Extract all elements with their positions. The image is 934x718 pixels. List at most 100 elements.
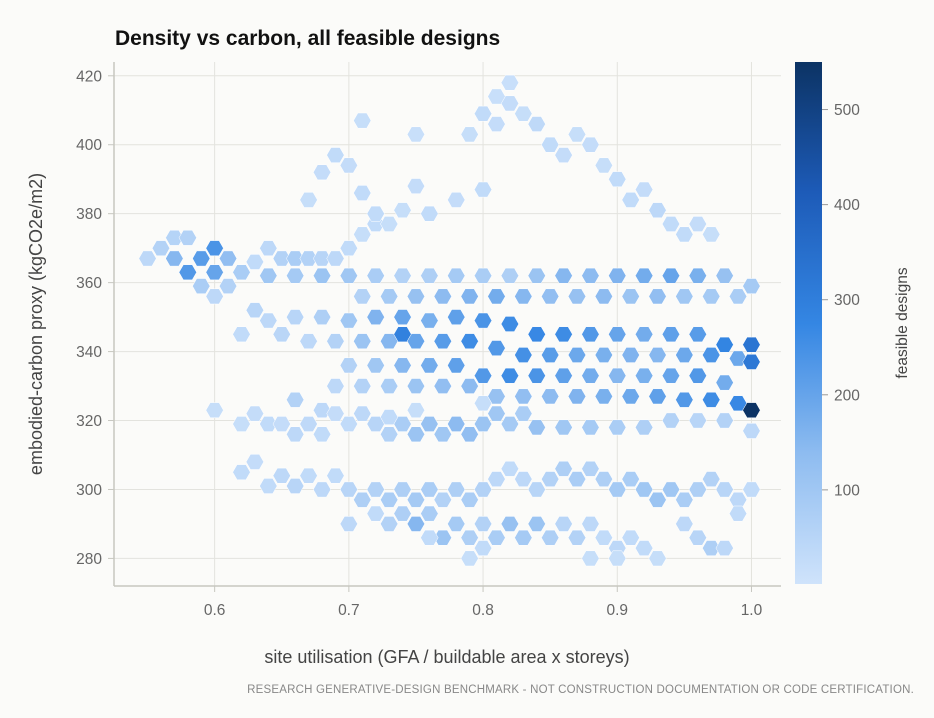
hexbin-cell [567,529,587,546]
hexbin-cell [339,516,358,532]
hexbin-cell [648,347,667,363]
hexbin-cell [232,416,251,432]
hexbin-cell [460,126,479,143]
hexbin-cell [487,116,506,132]
hexbin-cell [151,240,170,257]
hexbin-cell [688,529,707,546]
hexbin-cell [393,326,412,343]
hexbin-cell [460,529,479,546]
y-tick-label: 400 [76,137,102,154]
hexbin-cell [474,540,493,556]
hexbin-cell [608,481,627,498]
hexbin-cell [380,378,399,394]
hexbin-cell [554,267,573,284]
hexbin-cell [420,267,439,284]
hexbin-cell [245,405,264,422]
hexbin-cell [554,326,573,343]
hexbin-cell [353,288,372,305]
hexbin-cell [608,171,627,188]
hexbin-cell [675,288,694,305]
hexbin-cell [621,388,640,405]
hexbin-cell [661,267,680,284]
hexbin-cell [729,350,748,367]
hexbin-cell [205,402,224,419]
hexbin-cell [286,478,305,494]
hexbin-cell [567,347,587,363]
hexbin-cell [272,467,291,484]
hexbin-cell [635,181,654,198]
hexbin-cell [406,178,425,194]
hexbin-cell [554,147,573,163]
hexbin-cell [366,357,385,374]
hexbin-cell [447,309,466,325]
hexbin-cell [380,491,399,508]
hexbin-cell [514,288,533,305]
hexbin-cell [447,267,466,284]
hexbin-cell [621,347,640,363]
hexbin-cell [420,416,439,432]
hexbin-cell [433,288,452,305]
hexbin-cell [205,264,224,281]
hexbin-cell [514,105,533,122]
hexbin-cell [621,529,640,546]
x-axis-label: site utilisation (GFA / buildable area x… [264,647,629,667]
hexbin-cell [527,419,546,436]
hexbin-cell [621,471,640,487]
hexbin-cell [232,326,251,343]
hexbin-cell [259,416,278,432]
hexbin-cell [635,481,654,498]
hexbin-cell [474,312,493,329]
hexbin-cell [581,136,600,153]
x-tick-label: 1.0 [741,602,763,619]
colorbar-tick-label: 400 [834,197,860,214]
hexbin-cell [487,88,506,105]
hexbin-cell [420,205,439,222]
hexbin-cell [286,391,305,408]
hexbin-cell [299,467,318,484]
hexbin-cell [661,367,680,384]
hexbin-cell [447,192,466,208]
hexbin-cell [621,192,640,208]
hexbin-cell [380,288,399,305]
hexbin-cell [702,391,721,408]
hexbin-cell [729,505,748,522]
hexbin-cell [259,267,278,284]
hexbin-cell [393,505,412,522]
hexbin-cell [219,278,238,294]
x-axis-ticks: 0.6 0.7 0.8 0.9 1.0 [204,586,763,619]
hexbin-cell [326,467,345,484]
hexbin-cell [259,478,278,494]
hexbin-cell [474,267,493,284]
hexbin-cell [245,454,264,470]
hexbin-cell [178,229,197,246]
hexbin-cell [366,416,385,432]
hexbin-cell [729,395,748,412]
hexbin-cell [702,471,721,487]
hexbin-cell [245,302,264,319]
hexbin-cell [138,250,157,267]
hexbin-cell [326,333,345,350]
hexbin-cell [541,529,560,546]
hexbin-cell [742,481,761,498]
hexbin-cell [500,267,519,284]
hexbin-cell [608,367,627,384]
hexbin-cell [380,516,399,532]
colorbar-tick-label: 100 [834,482,860,499]
x-tick-label: 0.9 [606,602,628,619]
hexbin-cell [205,240,224,257]
hexbin-cell [500,367,519,384]
hexbin-cell [500,416,519,432]
hexbin-cell [688,267,707,284]
hexbin-cell [594,347,613,363]
hexbin-cell [393,357,412,374]
hexbin-cell [635,326,654,343]
hexbin-cell [272,250,291,267]
hexbin-cell [313,309,332,325]
hexbin-cell [500,460,519,477]
hexbin-cell [406,491,425,508]
hexbin-cell [299,250,318,267]
hexbin-cell [353,112,372,129]
hexbin-cell [527,116,546,132]
hexbin-cell [393,202,412,219]
hexbin-cell [286,426,305,443]
